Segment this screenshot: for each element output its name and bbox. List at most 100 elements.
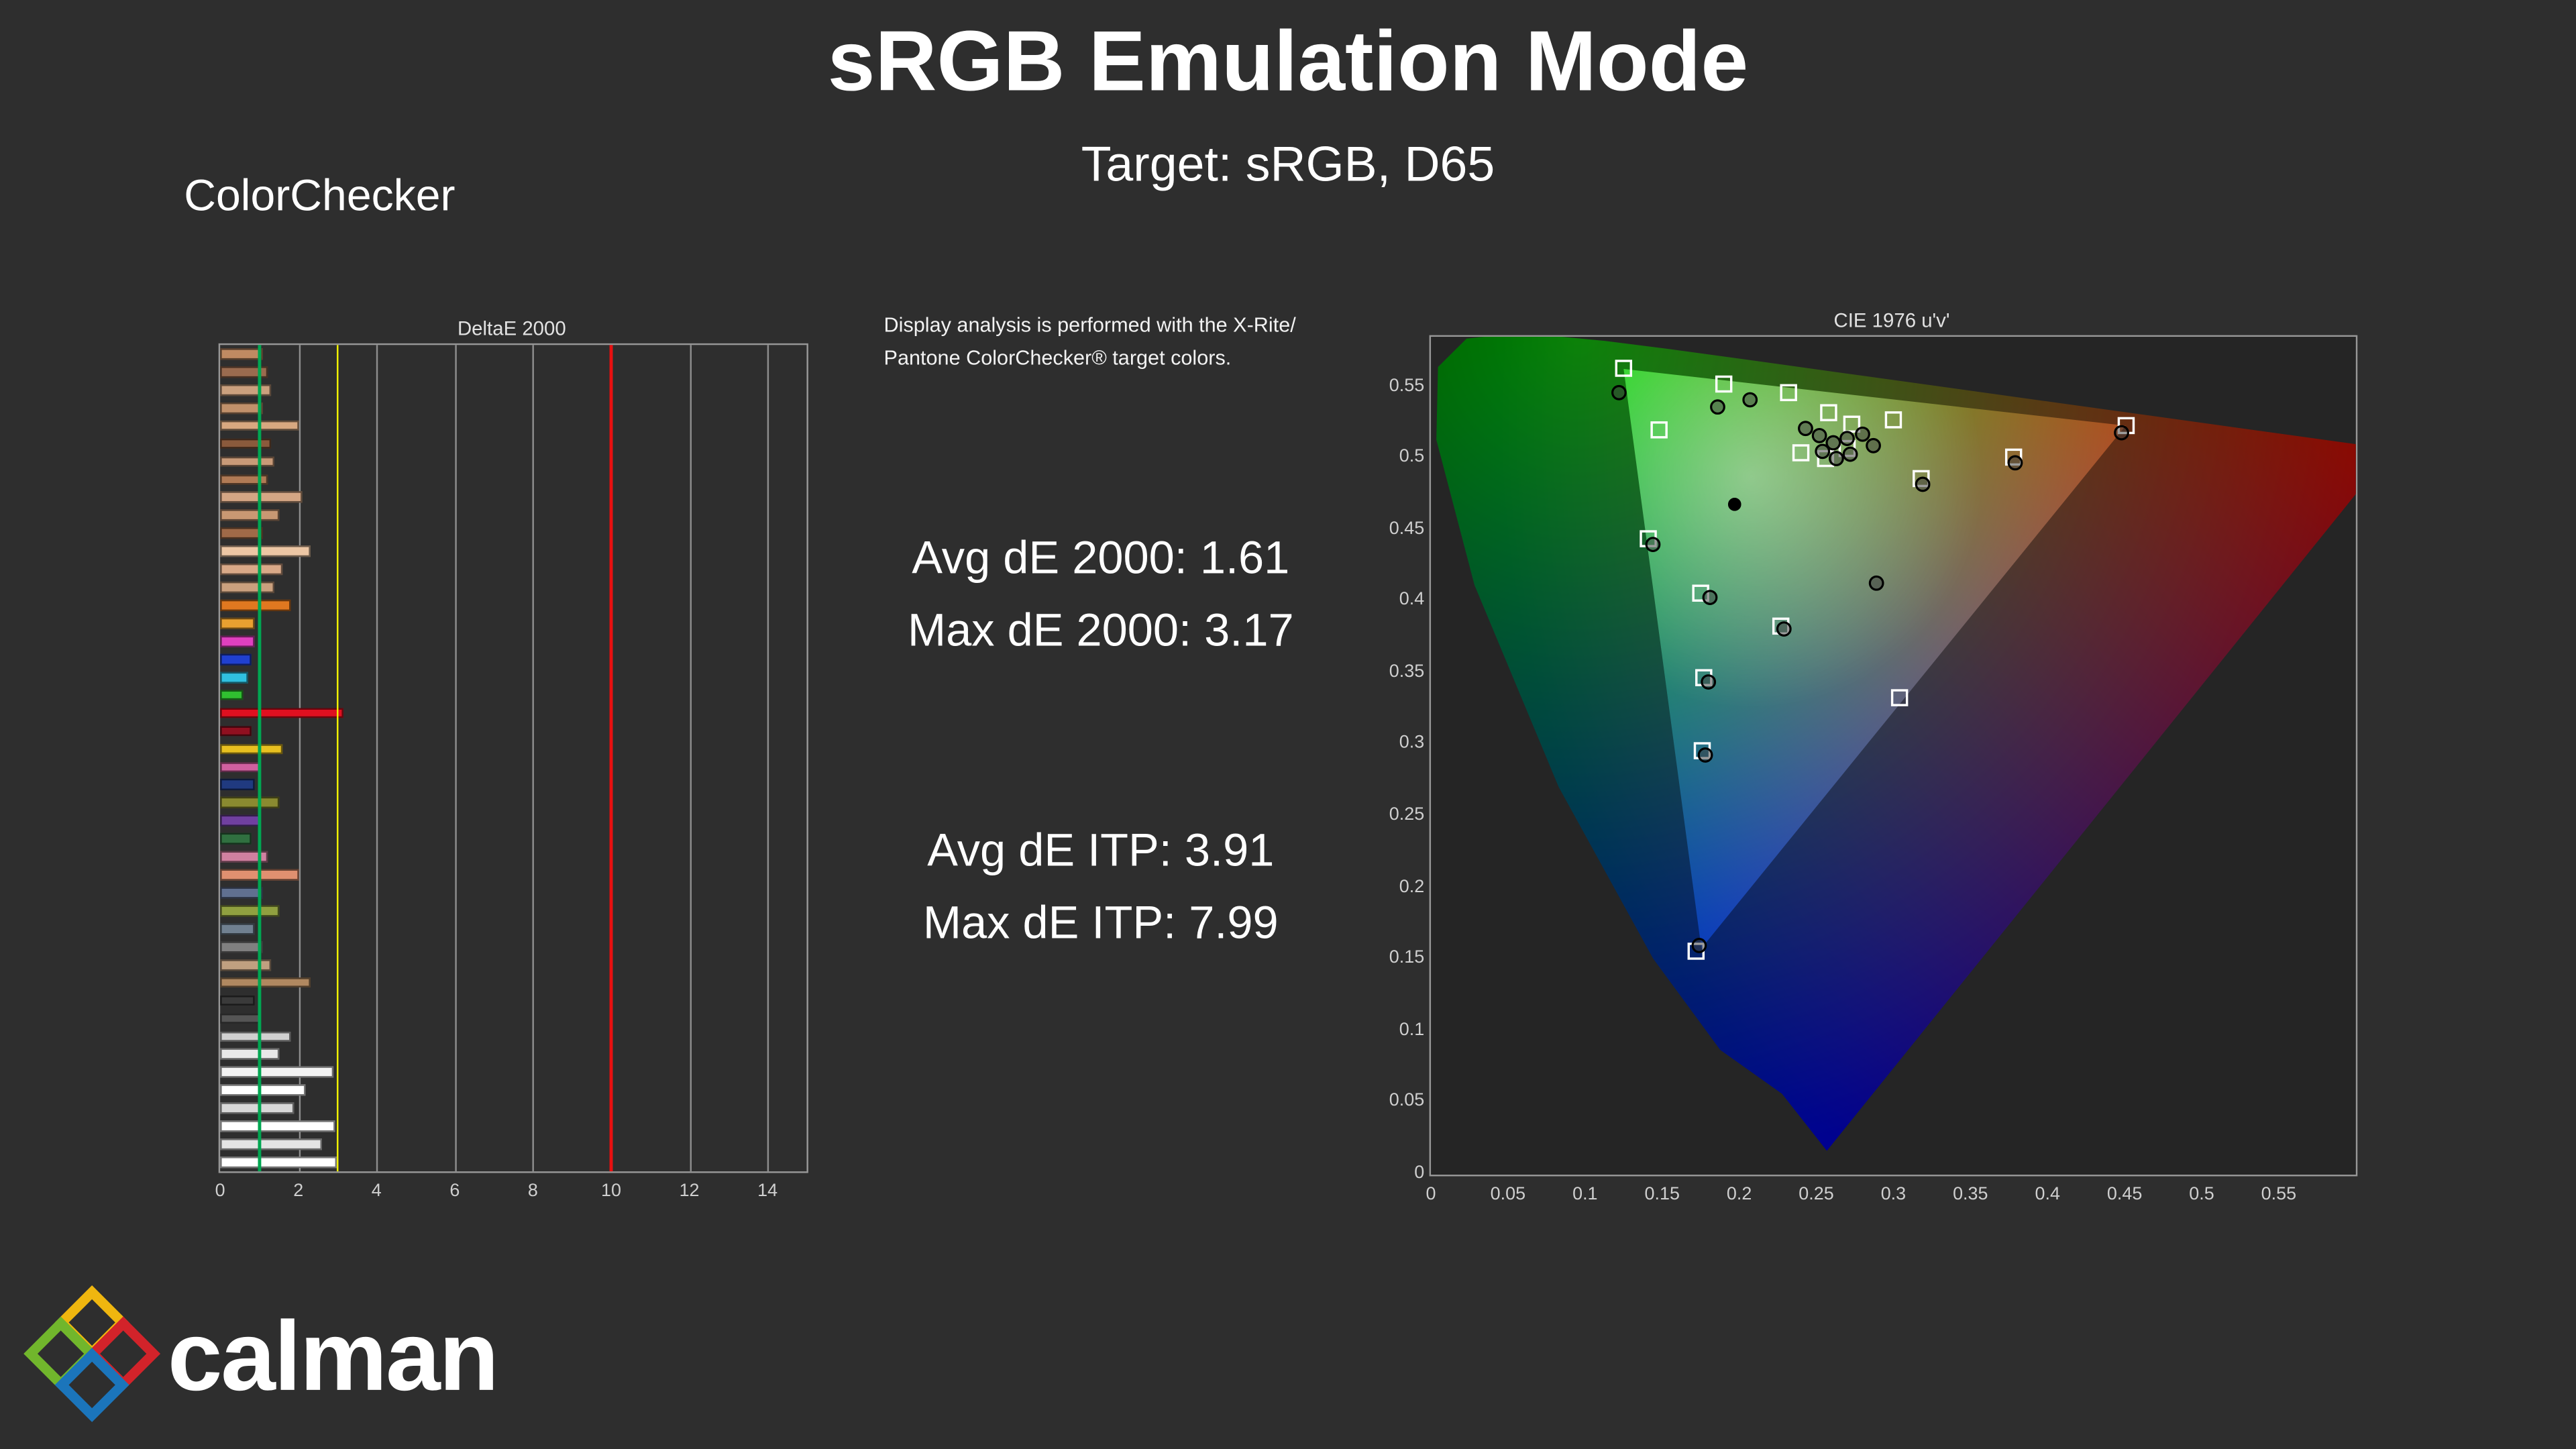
y-axis-tick-label: 0.4	[1399, 590, 1425, 610]
avg-de2000: Avg dE 2000: 1.61	[912, 532, 1290, 584]
x-axis-tick-label: 8	[527, 1181, 538, 1201]
calman-logo-text: calman	[167, 1300, 499, 1411]
analysis-note-line2: Pantone ColorChecker® target colors.	[883, 346, 1232, 370]
delta-e-bar	[220, 1012, 260, 1024]
delta-e-bar	[220, 743, 283, 755]
measured-point	[2114, 425, 2129, 441]
gridline	[533, 345, 535, 1172]
delta-e-bar	[220, 564, 283, 575]
y-axis-tick-label: 0.15	[1389, 948, 1425, 968]
avg-deitp: Avg dE ITP: 3.91	[927, 824, 1275, 876]
delta-e-bar	[220, 977, 311, 988]
delta-e-bar	[220, 600, 291, 611]
x-axis-tick-label: 0.2	[1726, 1184, 1752, 1205]
max-deitp: Max dE ITP: 7.99	[922, 897, 1279, 949]
calman-logo: calman	[23, 1285, 499, 1422]
delta-e-bar	[220, 384, 271, 396]
reference-line	[258, 345, 261, 1172]
delta-e-bar	[220, 402, 264, 413]
delta-e-bar	[220, 1157, 337, 1168]
delta-e-bar	[220, 1102, 294, 1114]
delta-e-bar	[220, 833, 252, 845]
measured-point	[1742, 392, 1758, 408]
measured-point	[1691, 938, 1707, 953]
delta-e-bar	[220, 1067, 334, 1078]
delta-e-bar	[220, 1085, 307, 1096]
delta-e-bar	[220, 348, 264, 360]
delta-e-bar	[220, 995, 256, 1006]
delta-e-bar	[220, 905, 279, 916]
whitepoint-dot	[1727, 498, 1741, 511]
delta-e-bar	[220, 1138, 322, 1150]
delta-e-chart-title: DeltaE 2000	[457, 317, 566, 340]
gridline	[376, 345, 378, 1172]
x-axis-tick-label: 0.1	[1572, 1184, 1598, 1205]
x-axis-tick-label: 6	[449, 1181, 460, 1201]
delta-e-bar	[220, 725, 252, 737]
y-axis-tick-label: 0.45	[1389, 519, 1425, 539]
x-axis-tick-label: 0.05	[1490, 1184, 1526, 1205]
x-axis-tick-label: 0.5	[2189, 1184, 2214, 1205]
delta-e-bar	[220, 474, 268, 486]
measured-point	[1815, 443, 1831, 460]
delta-e-bar	[220, 689, 244, 701]
x-axis-tick-label: 0.15	[1644, 1184, 1680, 1205]
y-axis-tick-label: 0	[1414, 1163, 1425, 1183]
y-axis-tick-label: 0.35	[1389, 661, 1425, 682]
cie-chart-title: CIE 1976 u'v'	[1833, 309, 1950, 332]
x-axis-tick-label: 0.25	[1799, 1184, 1834, 1205]
delta-e-bar	[220, 582, 275, 593]
delta-e-bar	[220, 779, 256, 791]
de2000-stats: Avg dE 2000: 1.61 Max dE 2000: 3.17	[739, 523, 1462, 667]
delta-e-bar	[220, 815, 260, 826]
cie-diagram-svg	[1436, 337, 2356, 1151]
x-axis-tick-label: 0.3	[1880, 1184, 1907, 1205]
x-axis-tick-label: 0.35	[1953, 1184, 1988, 1205]
delta-e-bar	[220, 527, 264, 539]
target-point	[1650, 421, 1668, 439]
measured-point	[1645, 537, 1661, 553]
target-point	[1890, 689, 1909, 706]
measured-point	[1710, 399, 1725, 415]
max-de2000: Max dE 2000: 3.17	[907, 604, 1294, 656]
page-title: sRGB Emulation Mode	[827, 15, 1749, 111]
target-point	[1780, 384, 1797, 402]
x-axis-tick-label: 4	[371, 1181, 382, 1201]
y-axis-tick-label: 0.3	[1399, 733, 1425, 753]
reference-line	[336, 345, 339, 1172]
measured-point	[1697, 747, 1713, 763]
measured-point	[1776, 621, 1792, 637]
delta-e-bar	[220, 761, 260, 773]
x-axis-tick-label: 0	[1426, 1184, 1436, 1205]
x-axis-tick-label: 0.55	[2261, 1184, 2297, 1205]
delta-e-bar	[220, 545, 311, 557]
measured-point	[1829, 451, 1844, 466]
delta-e-bar	[220, 1049, 279, 1061]
x-axis-tick-label: 10	[601, 1181, 622, 1201]
gridline	[454, 345, 457, 1172]
x-axis-tick-label: 0.4	[2035, 1184, 2060, 1205]
delta-e-bar	[220, 635, 256, 647]
delta-e-bar	[220, 707, 344, 719]
measured-point	[1915, 476, 1931, 492]
delta-e-bar	[220, 1030, 291, 1042]
gridline	[689, 345, 692, 1172]
analysis-note-line1: Display analysis is performed with the X…	[883, 313, 1296, 337]
delta-e-bar	[220, 492, 303, 503]
delta-e-bar	[220, 455, 275, 468]
target-point	[1715, 375, 1733, 393]
calman-logo-icon	[23, 1285, 161, 1422]
delta-e-bar	[220, 851, 268, 863]
delta-e-bar	[220, 1120, 336, 1132]
delta-e-bar	[220, 959, 271, 971]
x-axis-tick-label: 2	[293, 1181, 304, 1201]
measured-point	[1701, 674, 1717, 690]
target-point	[1884, 411, 1902, 429]
delta-e-bar	[220, 797, 279, 809]
delta-e-bar	[220, 941, 264, 953]
target-point	[1843, 415, 1861, 433]
measured-point	[1839, 431, 1855, 447]
delta-e-bar	[220, 923, 256, 934]
y-axis-tick-label: 0.55	[1389, 375, 1425, 395]
y-axis-tick-label: 0.5	[1399, 447, 1425, 467]
